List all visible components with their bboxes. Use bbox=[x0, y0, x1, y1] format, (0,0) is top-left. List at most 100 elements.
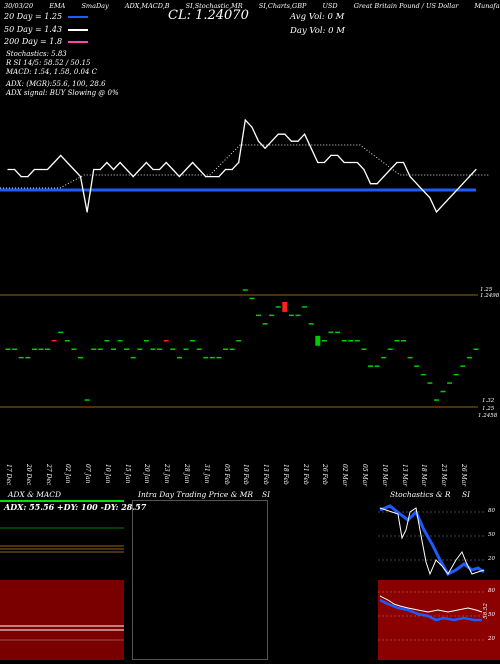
day-vol-label: Day Vol: 0 M bbox=[290, 26, 345, 36]
candle bbox=[78, 356, 83, 359]
candle bbox=[190, 340, 196, 342]
candle bbox=[381, 356, 387, 359]
price-point bbox=[435, 211, 438, 213]
sma50-legend: 50 Day = 1.43 bbox=[4, 25, 89, 34]
date-tick-label: 17 Dec bbox=[5, 464, 12, 486]
price-point bbox=[317, 161, 319, 164]
price-point bbox=[60, 154, 62, 156]
sma200-swatch bbox=[68, 41, 89, 43]
candle bbox=[5, 348, 11, 350]
candle bbox=[137, 348, 143, 350]
right-axis-price-top: 1.25 1.2498 bbox=[480, 287, 500, 299]
date-tick-label: 20 Dec bbox=[24, 464, 32, 486]
candle bbox=[447, 382, 453, 384]
candle bbox=[242, 289, 248, 291]
date-tick-label: 20 Jan bbox=[143, 464, 151, 484]
candle bbox=[401, 340, 406, 342]
price-point bbox=[53, 161, 55, 164]
adx-readout: ADX: (MGR):55.6, 100, 28.6 bbox=[6, 80, 106, 88]
price-point bbox=[93, 168, 95, 171]
intraday-si-label: SI bbox=[262, 490, 271, 499]
candle bbox=[427, 382, 433, 384]
date-tick-label: 28 Jan bbox=[183, 464, 190, 484]
candle bbox=[275, 306, 281, 308]
candle bbox=[97, 348, 103, 350]
candle bbox=[117, 340, 123, 342]
candle bbox=[387, 348, 393, 350]
date-tick-label: 02 Jan bbox=[64, 464, 72, 484]
price-point bbox=[297, 140, 299, 142]
stochastics-si-label: SI bbox=[462, 490, 471, 499]
price-point bbox=[185, 168, 187, 171]
candle bbox=[308, 323, 314, 325]
adx-macd-svg bbox=[0, 500, 124, 660]
candle bbox=[176, 356, 182, 359]
candle bbox=[150, 348, 156, 350]
price-point bbox=[343, 161, 345, 164]
date-tick-label: 13 Feb bbox=[262, 464, 270, 485]
price-point bbox=[178, 176, 180, 178]
candle bbox=[341, 340, 347, 342]
stochastics-readout: Stochastics: 5.83 bbox=[6, 50, 67, 58]
candle bbox=[183, 348, 189, 350]
price-point bbox=[231, 168, 233, 171]
candle bbox=[124, 348, 130, 350]
date-tick-label: 10 Mar bbox=[380, 464, 388, 487]
price-point bbox=[33, 168, 36, 171]
header-item: EMA bbox=[49, 2, 66, 10]
close-price-label: CL: 1.24070 bbox=[168, 8, 249, 23]
candle bbox=[414, 365, 420, 367]
header-item: SI,Charts,GBP bbox=[258, 2, 307, 10]
candle bbox=[368, 365, 373, 367]
candle bbox=[58, 331, 64, 334]
right-axis-price-a: 1.32 bbox=[482, 398, 495, 404]
candle bbox=[216, 356, 222, 359]
stoch-rsi-svg bbox=[378, 500, 500, 660]
price-point bbox=[132, 176, 134, 178]
price-point bbox=[159, 168, 161, 171]
price-point bbox=[218, 176, 220, 178]
sma200-legend: 200 Day = 1.8 bbox=[4, 37, 89, 46]
candle bbox=[302, 306, 308, 308]
candle bbox=[51, 340, 57, 342]
rsi-tick-80: 80 bbox=[488, 588, 495, 594]
candle bbox=[269, 314, 275, 317]
candle bbox=[394, 340, 400, 342]
adx-signal-readout: ADX signal: BUY Slowing @ 0% bbox=[6, 89, 119, 97]
candle bbox=[143, 340, 149, 342]
price-point bbox=[429, 197, 431, 199]
price-point bbox=[145, 161, 147, 164]
candle bbox=[229, 348, 235, 350]
price-point bbox=[172, 168, 174, 171]
date-tick-label: 02 Mar bbox=[341, 464, 349, 487]
candle bbox=[170, 348, 176, 350]
date-tick-label: 10 Feb bbox=[242, 464, 250, 485]
stoch-tick-80: 80 bbox=[488, 508, 495, 514]
candle bbox=[223, 348, 228, 350]
candle bbox=[163, 340, 169, 342]
rsi-tick-20: 20 bbox=[488, 636, 495, 642]
date-axis: 17 Dec 20 Dec 27 Dec 02 Jan 07 Jan 10 Jan 15 J… bbox=[0, 462, 500, 492]
price-point bbox=[350, 161, 352, 164]
candle bbox=[45, 348, 50, 350]
sma20-swatch bbox=[68, 16, 89, 18]
price-point bbox=[363, 168, 365, 171]
price-point bbox=[475, 168, 477, 171]
date-tick-label: 21 Feb bbox=[301, 464, 309, 485]
price-point bbox=[224, 168, 227, 171]
candle bbox=[460, 365, 466, 367]
price-point bbox=[66, 161, 68, 164]
price-point bbox=[73, 168, 75, 171]
date-tick-label: 31 Jan bbox=[202, 464, 210, 484]
avg-vol-label: Avg Vol: 0 M bbox=[290, 12, 345, 22]
price-point bbox=[389, 168, 391, 171]
price-point bbox=[330, 154, 332, 156]
price-point bbox=[211, 176, 213, 178]
candle bbox=[31, 348, 37, 350]
candle bbox=[130, 356, 136, 359]
candle bbox=[354, 340, 360, 342]
price-point bbox=[383, 176, 385, 178]
candle bbox=[282, 301, 288, 312]
price-point bbox=[323, 161, 325, 164]
candle bbox=[64, 340, 70, 342]
